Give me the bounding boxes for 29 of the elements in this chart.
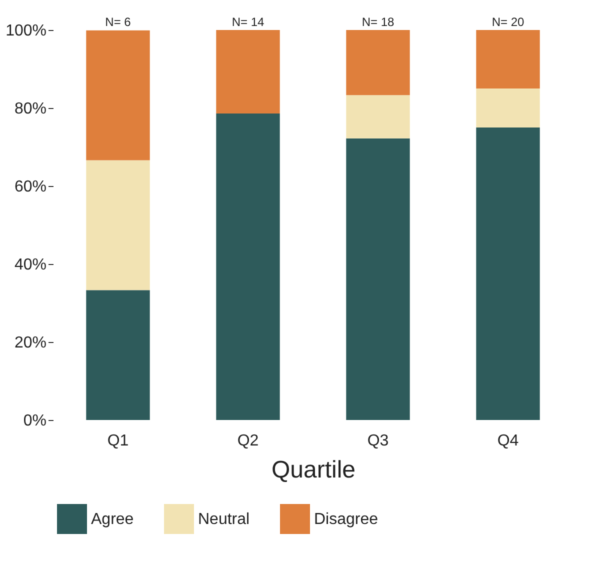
bar [476, 30, 540, 88]
bar [86, 160, 150, 290]
x-tick-label: Q1 [107, 432, 129, 450]
annotation: N= 20 [492, 15, 524, 29]
y-tick-label: 40% [14, 256, 46, 274]
annotation: N= 18 [362, 15, 394, 29]
bar [346, 95, 410, 138]
y-tick-label: 80% [14, 100, 46, 118]
legend-label: Neutral [198, 511, 250, 528]
y-tick-label: 100% [6, 22, 46, 40]
bar [476, 88, 540, 128]
x-tick-label: Q2 [237, 432, 259, 450]
y-tick-label: 20% [14, 334, 46, 352]
bar [86, 290, 150, 420]
bar [476, 128, 540, 420]
x-axis-title: Quartile [271, 456, 356, 484]
bar [346, 30, 410, 96]
annotation: N= 14 [232, 15, 264, 29]
bar [346, 138, 410, 420]
x-tick-label: Q3 [367, 432, 389, 450]
bar [86, 30, 150, 160]
bar [216, 30, 280, 114]
bar [216, 113, 280, 420]
x-tick-label: Q4 [497, 432, 519, 450]
y-tick-label: 0% [23, 412, 46, 430]
annotation: N= 6 [105, 15, 132, 29]
legend-label: Agree [91, 511, 134, 528]
y-tick-label: 60% [14, 178, 46, 196]
legend-label: Disagree [314, 511, 378, 528]
